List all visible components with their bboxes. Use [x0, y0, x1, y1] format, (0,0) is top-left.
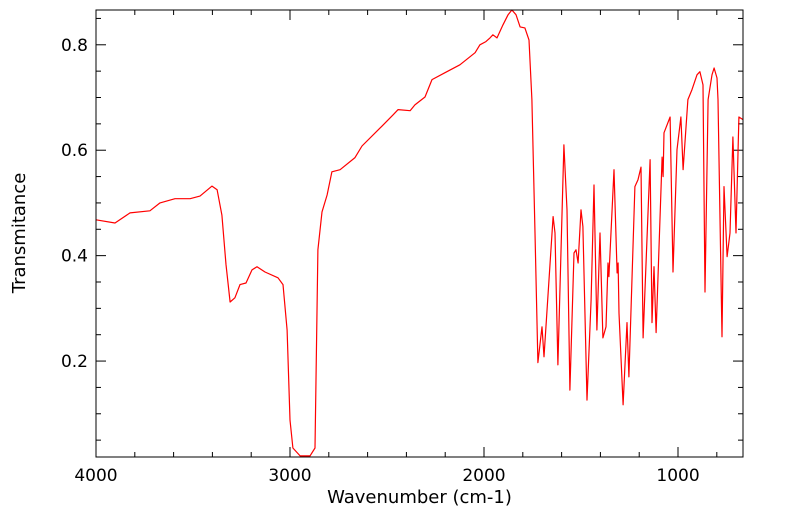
y-tick-labels: 0.2 0.4 0.6 0.8: [61, 36, 88, 372]
x-tick-label: 2000: [462, 466, 505, 486]
y-tick-label: 0.8: [61, 36, 88, 56]
x-tick-label: 4000: [74, 466, 117, 486]
axis-ticks: [95, 10, 743, 457]
y-axis-label: Transmitance: [9, 173, 30, 295]
plot-frame: [95, 9, 744, 458]
x-axis-label: Wavenumber (cm-1): [327, 487, 512, 508]
y-tick-label: 0.2: [61, 352, 88, 372]
x-tick-label: 1000: [656, 466, 699, 486]
spectrum-line: [95, 9, 744, 457]
x-tick-label: 3000: [268, 466, 311, 486]
y-tick-label: 0.4: [61, 247, 88, 267]
y-tick-label: 0.6: [61, 141, 88, 161]
x-tick-labels: 4000 3000 2000 1000: [74, 466, 699, 486]
